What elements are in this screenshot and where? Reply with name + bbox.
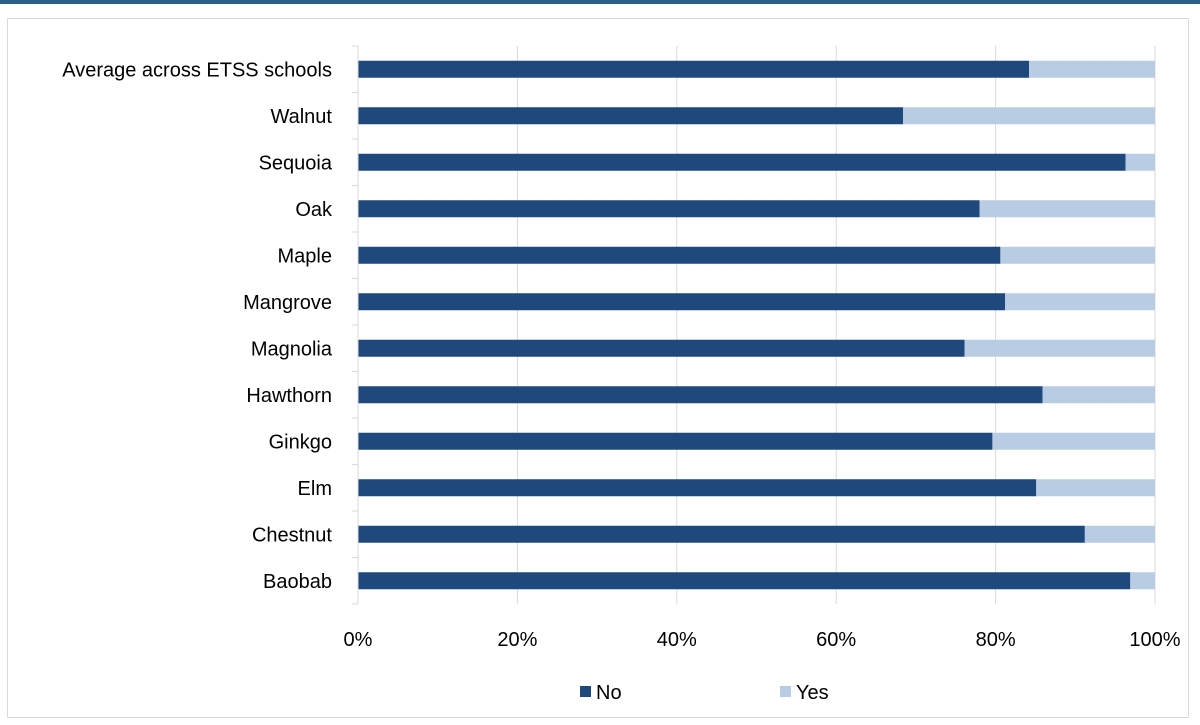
category-label: Chestnut [252, 524, 332, 546]
legend-label-yes: Yes [796, 682, 829, 704]
bar-no [358, 339, 965, 357]
bar-yes [1005, 293, 1155, 311]
bar-no [358, 60, 1030, 78]
bar-no [358, 572, 1131, 590]
bar-yes [903, 107, 1155, 125]
bar-yes [1036, 479, 1155, 497]
gridlines [516, 46, 1156, 604]
bar-yes [1029, 60, 1155, 78]
bar-no [358, 153, 1126, 171]
x-tick-label: 60% [816, 629, 856, 651]
x-tick-label: 80% [976, 629, 1016, 651]
legend: No Yes [580, 682, 829, 704]
bar-no [358, 525, 1085, 543]
x-tick-label: 20% [497, 629, 537, 651]
category-label: Oak [295, 199, 333, 221]
bar-yes [992, 432, 1155, 450]
bar-no [358, 107, 904, 125]
category-label: Mangrove [243, 292, 332, 314]
category-label: Baobab [263, 571, 332, 593]
category-label: Average across ETSS schools [62, 59, 332, 81]
bar-no [358, 293, 1006, 311]
category-label: Walnut [270, 106, 332, 128]
bar-yes [964, 339, 1155, 357]
legend-swatch-yes [780, 686, 791, 697]
x-tick-label: 0% [344, 629, 373, 651]
category-label: Elm [298, 478, 332, 500]
legend-swatch-no [580, 686, 591, 697]
bar-yes [1125, 153, 1155, 171]
bar-no [358, 200, 980, 218]
bar-yes [1130, 572, 1155, 590]
category-labels: Average across ETSS schools Walnut Sequoia… [62, 59, 333, 593]
x-tick-label: 100% [1129, 629, 1180, 651]
bar-no [358, 432, 993, 450]
bar-no [358, 386, 1043, 404]
bar-no [358, 246, 1001, 264]
bar-yes [1084, 525, 1155, 543]
legend-label-no: No [596, 682, 622, 704]
top-rule [0, 0, 1200, 4]
axes [352, 45, 359, 605]
category-label: Maple [278, 245, 332, 267]
bars [358, 60, 1155, 590]
bar-yes [1042, 386, 1155, 404]
category-label: Sequoia [259, 152, 333, 174]
bar-yes [1000, 246, 1155, 264]
category-label: Ginkgo [269, 431, 332, 453]
x-tick-labels: 0% 20% 40% 60% 80% 100% [344, 629, 1181, 651]
chart-area-border [7, 18, 1189, 718]
bar-yes [979, 200, 1155, 218]
category-label: Magnolia [251, 338, 333, 360]
category-label: Hawthorn [246, 385, 332, 407]
x-tick-label: 40% [657, 629, 697, 651]
bar-no [358, 479, 1037, 497]
